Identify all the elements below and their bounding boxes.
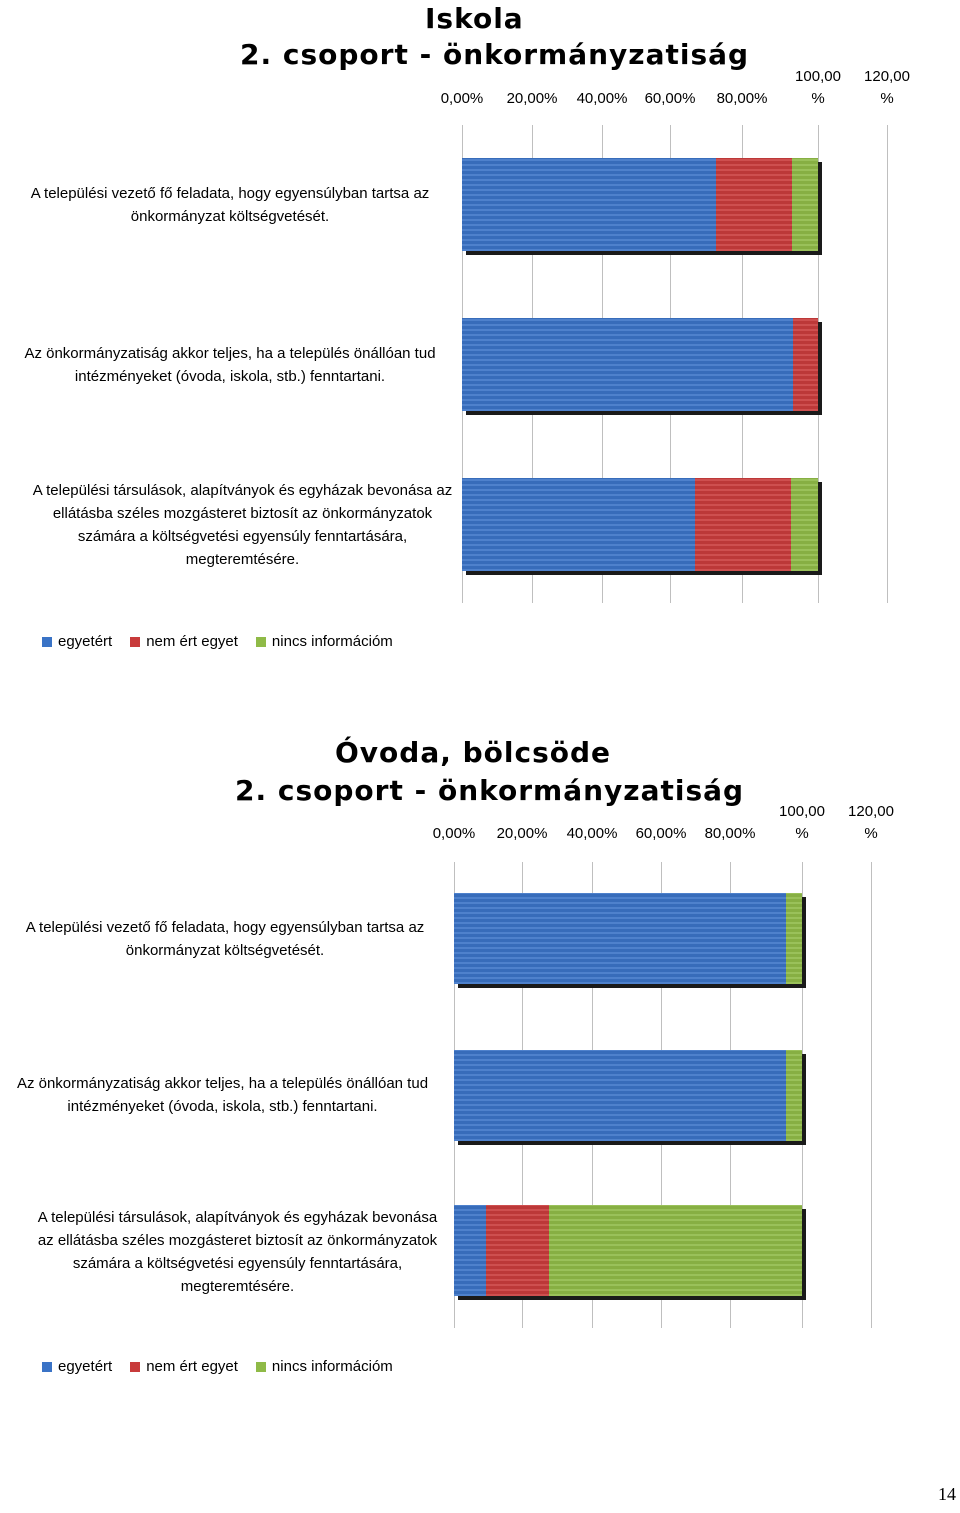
legend-label: egyetért bbox=[58, 1358, 113, 1375]
x-tick-label: 40,00% bbox=[566, 825, 618, 842]
x-tick-label: 0,00% bbox=[432, 825, 476, 842]
legend-swatch bbox=[130, 636, 141, 647]
x-tick-label: 20,00% bbox=[496, 825, 548, 842]
chart-title-line1: Iskola bbox=[425, 2, 524, 35]
stacked-bar bbox=[454, 1050, 802, 1141]
legend-item-agree: egyetért bbox=[42, 633, 112, 650]
gridline bbox=[818, 125, 819, 603]
category-label: Az önkormányzatiság akkor teljes, ha a t… bbox=[16, 1075, 429, 1115]
stacked-bar bbox=[454, 893, 802, 984]
stacked-bar bbox=[462, 158, 818, 251]
bar-segment bbox=[549, 1205, 802, 1296]
category-label: A települési vezető fő feladata, hogy eg… bbox=[30, 185, 430, 225]
bar-segment bbox=[786, 893, 802, 984]
category-label: A települési társulások, alapítványok és… bbox=[37, 1209, 438, 1295]
gridline bbox=[871, 862, 872, 1328]
legend-item-disagree: nem ért egyet bbox=[130, 633, 238, 650]
chart-legend: egyetért nem ért egyet nincs információm bbox=[42, 1358, 411, 1375]
stacked-bar bbox=[462, 318, 818, 411]
legend-swatch bbox=[130, 1361, 141, 1372]
bar-segment bbox=[462, 478, 695, 571]
bar-segment bbox=[694, 478, 791, 571]
legend-item-no-info: nincs információm bbox=[255, 1358, 393, 1375]
page-number: 14 bbox=[938, 1484, 956, 1504]
gridline bbox=[887, 125, 888, 603]
stacked-bar bbox=[454, 1205, 802, 1296]
x-tick-label: 80,00% bbox=[704, 825, 756, 842]
x-tick-label: 100,00 % bbox=[795, 68, 841, 107]
category-label: Az önkormányzatiság akkor teljes, ha a t… bbox=[24, 345, 436, 385]
legend-item-disagree: nem ért egyet bbox=[130, 1358, 238, 1375]
x-tick-label: 80,00% bbox=[716, 90, 768, 107]
bar-segment bbox=[716, 158, 793, 251]
chart-title-line2: 2. csoport - önkormányzatiság bbox=[235, 774, 745, 807]
x-tick-label: 40,00% bbox=[576, 90, 628, 107]
legend-label: nincs információm bbox=[271, 1358, 393, 1375]
bar-segment bbox=[792, 318, 818, 411]
category-label: A települési vezető fő feladata, hogy eg… bbox=[25, 919, 425, 959]
x-tick-label: 100,00 % bbox=[779, 803, 825, 842]
chart-title-line2: 2. csoport - önkormányzatiság bbox=[240, 38, 750, 71]
legend-label: nem ért egyet bbox=[146, 1358, 238, 1375]
legend-item-no-info: nincs információm bbox=[255, 633, 393, 650]
legend-item-agree: egyetért bbox=[42, 1358, 112, 1375]
bar-segment bbox=[462, 318, 793, 411]
bar-segment bbox=[786, 1050, 802, 1141]
x-tick-label: 0,00% bbox=[440, 90, 484, 107]
legend-swatch bbox=[255, 1361, 266, 1372]
chart-legend: egyetért nem ért egyet nincs információm bbox=[42, 633, 411, 650]
bar-segment bbox=[454, 1205, 486, 1296]
x-tick-label: 20,00% bbox=[506, 90, 558, 107]
bar-segment bbox=[792, 158, 818, 251]
stacked-bar bbox=[462, 478, 818, 571]
legend-swatch bbox=[255, 636, 266, 647]
bar-segment bbox=[790, 478, 818, 571]
gridline bbox=[802, 862, 803, 1328]
x-tick-label: 120,00 % bbox=[848, 803, 894, 842]
bar-segment bbox=[454, 1050, 787, 1141]
legend-swatch bbox=[42, 636, 52, 647]
legend-label: egyetért bbox=[58, 633, 113, 650]
x-tick-label: 60,00% bbox=[635, 825, 687, 842]
legend-label: nincs információm bbox=[271, 633, 393, 650]
bar-segment bbox=[454, 893, 787, 984]
chart-title-line1: Óvoda, bölcsöde bbox=[335, 736, 612, 769]
legend-swatch bbox=[42, 1361, 52, 1372]
x-tick-label: 60,00% bbox=[644, 90, 696, 107]
bar-segment bbox=[485, 1205, 549, 1296]
legend-label: nem ért egyet bbox=[146, 633, 238, 650]
x-tick-label: 120,00 % bbox=[864, 68, 910, 107]
bar-segment bbox=[462, 158, 717, 251]
category-label: A települési társulások, alapítványok és… bbox=[32, 482, 453, 568]
